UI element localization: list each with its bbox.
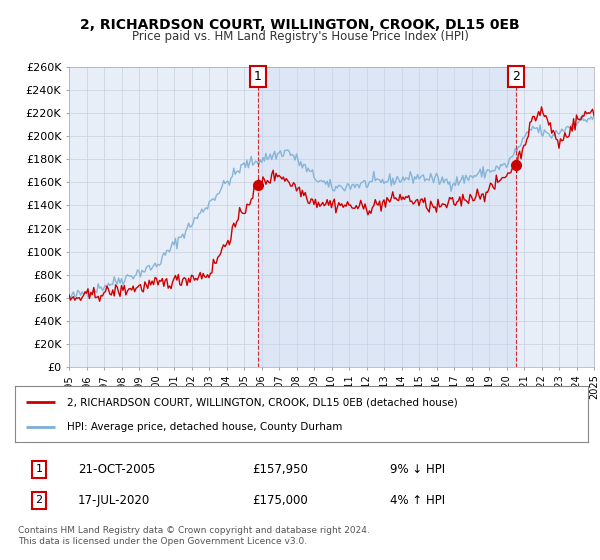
Text: Price paid vs. HM Land Registry's House Price Index (HPI): Price paid vs. HM Land Registry's House … [131,30,469,43]
Text: 2: 2 [35,495,43,505]
Text: 2: 2 [512,70,520,83]
Text: HPI: Average price, detached house, County Durham: HPI: Average price, detached house, Coun… [67,422,342,432]
Text: Contains HM Land Registry data © Crown copyright and database right 2024.
This d: Contains HM Land Registry data © Crown c… [18,526,370,546]
Text: 21-OCT-2005: 21-OCT-2005 [78,463,155,476]
Text: £175,000: £175,000 [252,493,308,507]
Bar [258,67,516,367]
Text: 4% ↑ HPI: 4% ↑ HPI [390,493,445,507]
Text: £157,950: £157,950 [252,463,308,476]
Text: 1: 1 [35,464,43,474]
Text: 2, RICHARDSON COURT, WILLINGTON, CROOK, DL15 0EB (detached house): 2, RICHARDSON COURT, WILLINGTON, CROOK, … [67,397,457,407]
Text: 1: 1 [254,70,262,83]
Text: 9% ↓ HPI: 9% ↓ HPI [390,463,445,476]
Text: 17-JUL-2020: 17-JUL-2020 [78,493,150,507]
Text: 2, RICHARDSON COURT, WILLINGTON, CROOK, DL15 0EB: 2, RICHARDSON COURT, WILLINGTON, CROOK, … [80,18,520,32]
